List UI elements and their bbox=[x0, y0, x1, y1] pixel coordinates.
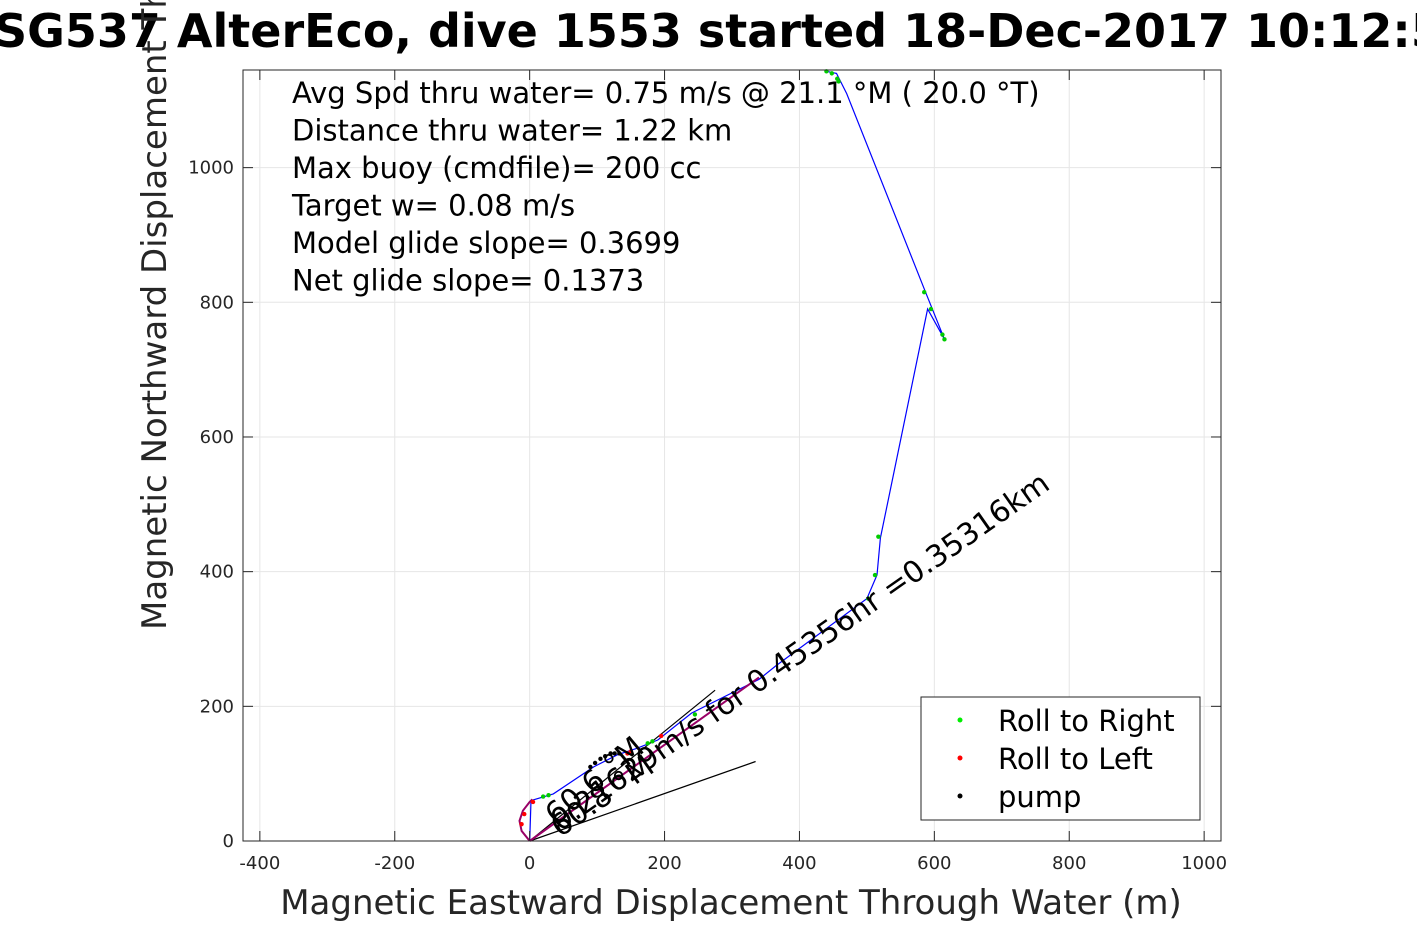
series-line-0 bbox=[529, 70, 946, 842]
series-line-3 bbox=[529, 676, 760, 842]
annotation-line: Target w= 0.08 m/s bbox=[291, 189, 575, 223]
annotation-line: Distance thru water= 1.22 km bbox=[292, 114, 732, 148]
x-tick-label: -200 bbox=[374, 853, 415, 874]
series-layer bbox=[518, 70, 946, 842]
data-point bbox=[628, 749, 634, 754]
y-tick-label: 1000 bbox=[188, 158, 234, 179]
legend-marker bbox=[957, 793, 963, 799]
data-point bbox=[645, 741, 650, 746]
data-point bbox=[602, 753, 608, 759]
grid bbox=[243, 70, 1221, 842]
x-tick-label: 200 bbox=[647, 853, 681, 874]
series-line-4 bbox=[518, 798, 534, 842]
data-point bbox=[546, 793, 551, 798]
annotations: Avg Spd thru water= 0.75 m/s @ 21.1 °M (… bbox=[291, 76, 1040, 298]
data-point bbox=[588, 764, 593, 770]
data-point bbox=[598, 756, 603, 762]
x-tick-label: 400 bbox=[782, 853, 816, 874]
x-tick-label: -400 bbox=[239, 853, 280, 874]
annotation-line: Model glide slope= 0.3699 bbox=[292, 226, 680, 260]
ticks: -400 -200 0 200 400 600 800 1000 0 200 400 600 800 10… bbox=[188, 70, 1227, 874]
y-tick-label: 200 bbox=[200, 696, 234, 717]
data-point bbox=[530, 799, 536, 805]
x-tick-label: 800 bbox=[1052, 853, 1086, 874]
x-tick-label: 0 bbox=[524, 853, 535, 874]
data-point bbox=[608, 751, 613, 756]
data-point bbox=[617, 751, 622, 756]
chart-title: SG537 AlterEco, dive 1553 started 18-Dec… bbox=[0, 4, 1417, 58]
data-point bbox=[650, 739, 655, 744]
x-tick-label: 1000 bbox=[1181, 853, 1227, 874]
legend-label: pump bbox=[998, 780, 1081, 814]
y-tick-label: 400 bbox=[200, 562, 234, 583]
legend-marker bbox=[957, 755, 963, 761]
y-axis-label: Magnetic Northward Displacement Through … bbox=[135, 0, 175, 630]
data-point bbox=[836, 79, 841, 84]
data-point bbox=[540, 794, 546, 799]
legend: Roll to Right Roll to Left pump bbox=[920, 696, 1201, 821]
data-point bbox=[940, 332, 945, 337]
legend-marker bbox=[957, 717, 963, 723]
annotation-line: Net glide slope= 0.1373 bbox=[292, 264, 644, 298]
x-tick-label: 600 bbox=[917, 853, 951, 874]
plot-frame bbox=[242, 69, 1222, 842]
y-tick-label: 800 bbox=[200, 292, 234, 313]
y-tick-label: 0 bbox=[223, 831, 234, 852]
data-point bbox=[922, 290, 927, 295]
data-point bbox=[519, 821, 524, 827]
x-axis-label: Magnetic Eastward Displacement Through W… bbox=[280, 883, 1182, 923]
y-tick-label: 600 bbox=[200, 427, 234, 448]
data-point bbox=[829, 71, 835, 76]
annotation-line: Avg Spd thru water= 0.75 m/s @ 21.1 °M (… bbox=[292, 76, 1040, 110]
data-point bbox=[612, 751, 617, 756]
data-point bbox=[928, 306, 934, 312]
data-point bbox=[876, 534, 881, 539]
series-line-2 bbox=[529, 760, 756, 842]
data-point bbox=[592, 760, 598, 766]
legend-box bbox=[920, 696, 1201, 821]
legend-label: Roll to Left bbox=[998, 742, 1153, 776]
data-point bbox=[658, 733, 664, 739]
data-point bbox=[942, 337, 947, 342]
legend-label: Roll to Right bbox=[998, 704, 1175, 738]
data-point bbox=[625, 751, 630, 756]
series-line-1 bbox=[529, 689, 716, 842]
data-point bbox=[692, 712, 698, 717]
annotation-line: Max buoy (cmdfile)= 200 cc bbox=[292, 151, 701, 185]
data-point bbox=[866, 596, 871, 601]
data-point bbox=[522, 811, 527, 817]
data-point bbox=[872, 572, 878, 578]
